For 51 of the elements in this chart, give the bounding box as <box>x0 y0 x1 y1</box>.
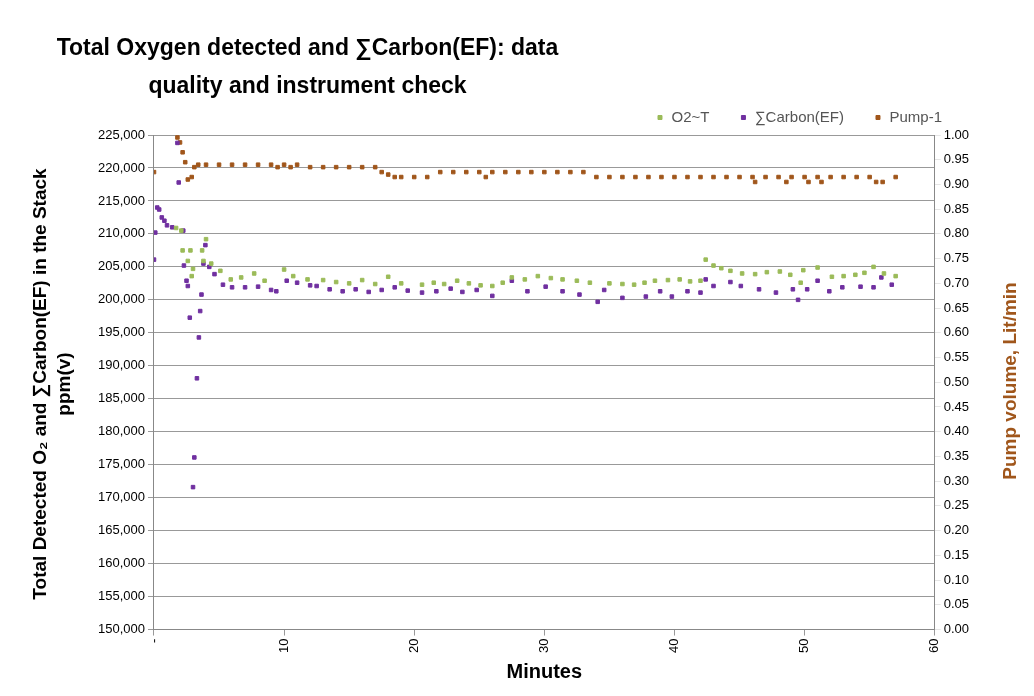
y2-tick-label: 0.60 <box>943 324 970 340</box>
y2-tick-label: 0.45 <box>943 398 970 414</box>
x-tick-label: - <box>145 638 161 643</box>
x-tick-label: 10 <box>275 638 291 654</box>
y-tick-label: 205,000 <box>97 258 145 274</box>
y2-tick-label: 0.40 <box>943 423 970 439</box>
y2-tick-label: 0.30 <box>943 472 970 488</box>
x-tick-label: 40 <box>666 638 682 654</box>
y2-tick-label: 0.25 <box>943 497 970 513</box>
x-tick-label: 20 <box>405 638 421 654</box>
y-tick-label: 170,000 <box>97 489 145 505</box>
y-tick-label: 155,000 <box>97 588 145 604</box>
y2-tick-label: 0.65 <box>943 299 970 315</box>
y-tick-label: 210,000 <box>97 225 145 241</box>
legend-label: ∑Carbon(EF) <box>754 107 844 126</box>
y-tick-label: 190,000 <box>97 357 145 373</box>
y2-tick-label: 0.70 <box>943 274 970 290</box>
y-tick-label: 180,000 <box>97 423 145 439</box>
y2-tick-label: 0.85 <box>943 200 970 216</box>
x-axis-title: Minutes <box>506 659 583 682</box>
y2-tick-label: 0.75 <box>943 250 970 266</box>
x-tick-label: 60 <box>926 638 942 654</box>
y-tick-label: 225,000 <box>97 126 145 142</box>
y-tick-label: 215,000 <box>97 192 145 208</box>
y-tick-label: 200,000 <box>97 291 145 307</box>
legend-label: O2~T <box>671 107 710 125</box>
y2-tick-label: 0.00 <box>943 621 970 637</box>
x-tick-label: 30 <box>535 638 551 654</box>
y-tick-label: 195,000 <box>97 324 145 340</box>
y2-tick-label: 1.00 <box>943 126 970 142</box>
legend-label: Pump-1 <box>889 107 943 125</box>
y-tick-label: 150,000 <box>97 621 145 637</box>
y-tick-label: 160,000 <box>97 555 145 571</box>
y2-tick-label: 0.80 <box>943 225 970 241</box>
y2-tick-label: 0.90 <box>943 176 970 192</box>
y-axis-title: Total Detected O₂ and ∑Carbon(EF) in the Stack ppm(v) <box>28 167 75 602</box>
y2-tick-label: 0.95 <box>943 151 970 167</box>
y-tick-label: 175,000 <box>97 456 145 472</box>
chart-title: Total Oxygen detected and ∑Carbon(EF): data quality and instrument check <box>55 33 560 100</box>
y2-tick-label: 0.50 <box>943 373 970 389</box>
y2-tick-label: 0.15 <box>943 546 970 562</box>
y2-tick-label: 0.05 <box>943 596 970 612</box>
y2-tick-label: 0.35 <box>943 448 970 464</box>
x-tick-label: 50 <box>796 638 812 654</box>
y2-axis-title: Pump volume, Lit/min <box>999 281 1021 482</box>
y2-tick-label: 0.10 <box>943 571 970 587</box>
y-tick-label: 185,000 <box>97 390 145 406</box>
y-tick-label: 220,000 <box>97 159 145 175</box>
y-tick-label: 165,000 <box>97 522 145 538</box>
y2-tick-label: 0.20 <box>943 522 970 538</box>
y2-tick-label: 0.55 <box>943 349 970 365</box>
